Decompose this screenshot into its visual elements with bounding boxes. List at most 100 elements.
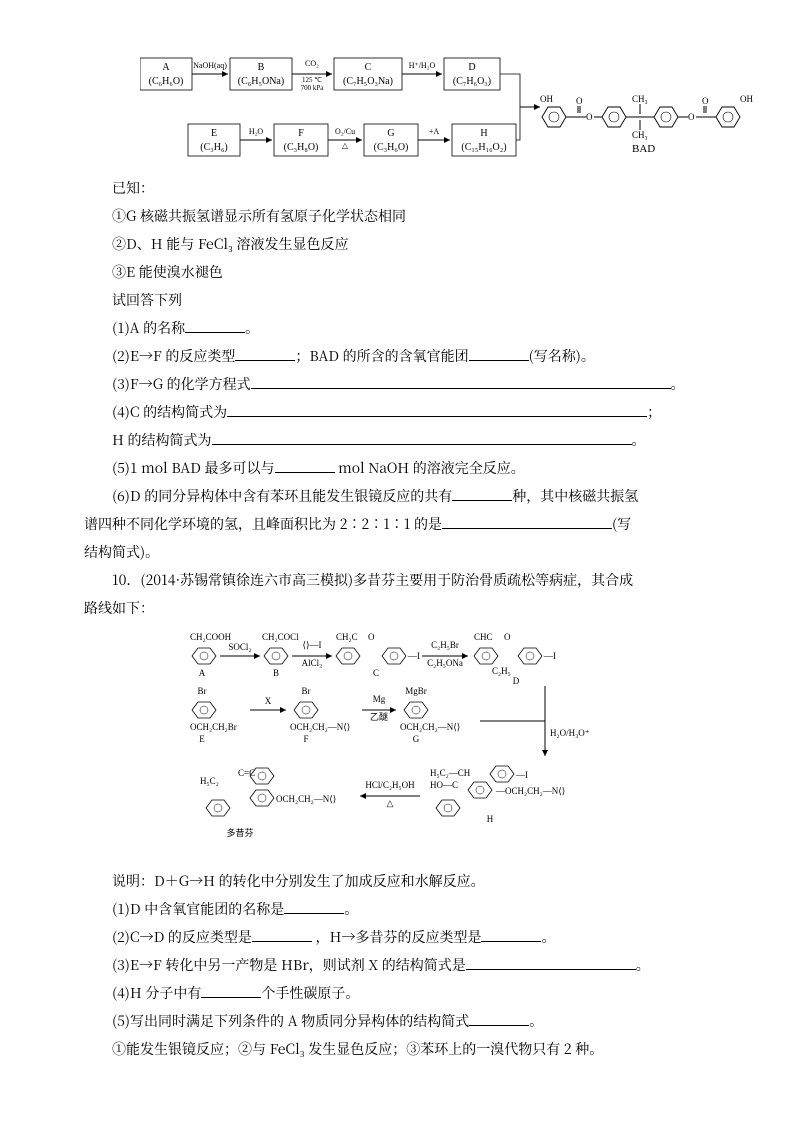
svg-text:CHC: CHC (474, 632, 493, 642)
svg-text:⟨⟩—I: ⟨⟩—I (302, 640, 321, 650)
svg-text:Br: Br (302, 686, 311, 696)
svg-text:CH₂COCl: CH₂COCl (262, 632, 299, 642)
q6-l2: 谱四种不同化学环境的氢，且峰面积比为 2∶2∶1∶1 的是 (写 (84, 510, 716, 538)
q6-l2-post: (写 (612, 514, 631, 534)
conditions: ①能发生银镜反应；②与 FeCl₃ 发生显色反应；③苯环上的一溴代物只有 2 种… (84, 1035, 716, 1063)
svg-text:CH₂C: CH₂C (336, 632, 358, 642)
blank (252, 927, 312, 942)
svg-text:乙醚: 乙醚 (370, 711, 388, 722)
svg-text:—I: —I (407, 651, 420, 661)
blank (481, 927, 541, 942)
svg-text:D: D (513, 676, 520, 686)
q4h: H 的结构简式为 。 (84, 426, 716, 454)
page: A (C₆H₆O) NaOH(aq) B (C₆H₅ONa) CO₂ 125 ℃… (0, 0, 800, 1123)
blank (235, 346, 295, 361)
svg-text:△: △ (342, 141, 349, 150)
svg-text:G: G (413, 734, 420, 744)
svg-text:OH: OH (540, 94, 553, 104)
qq2-pre: (2)C→D 的反应类型是 (112, 927, 252, 947)
note-10: 说明：D＋G→H 的转化中分别发生了加成反应和水解反应。 (84, 867, 716, 895)
qq4-pre: (4)H 分子中有 (112, 983, 201, 1003)
q5-pre: (5)1 mol BAD 最多可以与 (112, 458, 275, 478)
svg-text:O: O (504, 632, 511, 642)
svg-text:△: △ (387, 798, 394, 808)
qq5: (5)写出同时满足下列条件的 A 物质同分异构体的结构简式 。 (84, 1007, 716, 1035)
known-2: ②D、H 能与 FeCl₃ 溶液发生显色反应 (84, 230, 716, 258)
svg-text:C: C (373, 668, 379, 678)
svg-text:CH₂COOH: CH₂COOH (190, 632, 232, 642)
svg-text:OCH₂CH₂—N⟨⟩: OCH₂CH₂—N⟨⟩ (290, 722, 350, 732)
svg-text:B: B (273, 668, 279, 678)
svg-text:E: E (211, 128, 217, 139)
blank (185, 318, 245, 333)
svg-text:(C₇H₅O₃Na): (C₇H₅O₃Na) (343, 76, 393, 87)
svg-text:H: H (487, 814, 494, 824)
svg-text:Br: Br (198, 686, 207, 696)
q1: (1)A 的名称。 (84, 314, 716, 342)
qq1-pre: (1)D 中含氧官能团的名称是 (112, 899, 284, 919)
svg-text:CH₃: CH₃ (632, 130, 648, 140)
qq4: (4)H 分子中有 个手性碳原子。 (84, 979, 716, 1007)
problem-10-line2: 路线如下： (84, 594, 716, 622)
svg-text:SOCl₂: SOCl₂ (228, 642, 251, 652)
q4h-pre: H 的结构简式为 (112, 430, 212, 450)
svg-text:H₅C₂: H₅C₂ (200, 776, 219, 786)
blank (469, 346, 529, 361)
blank (212, 430, 632, 445)
svg-text:—I: —I (543, 651, 556, 661)
known-header: 已知： (84, 174, 716, 202)
svg-text:F: F (298, 128, 304, 139)
svg-text:Mg: Mg (373, 694, 386, 704)
svg-text:OH: OH (740, 94, 753, 104)
blank (284, 899, 344, 914)
q6-l2-pre: 谱四种不同化学环境的氢，且峰面积比为 2∶2∶1∶1 的是 (84, 514, 442, 534)
synthesis-scheme: CH₂COOH A SOCl₂ CH₂COCl B ⟨⟩—I AlCl₃ CH₂… (190, 626, 610, 865)
q2-post: (写名称)。 (529, 346, 595, 366)
svg-text:BAD: BAD (632, 143, 655, 155)
svg-text:HO—C: HO—C (430, 780, 458, 790)
svg-text:O₂/Cu: O₂/Cu (335, 127, 355, 136)
q1-text: (1)A 的名称 (112, 318, 185, 338)
svg-text:MgBr: MgBr (405, 686, 427, 696)
q6-l1: (6)D 的同分异构体中含有苯环且能发生银镜反应的共有 种，其中核磁共振氢 (84, 482, 716, 510)
svg-text:(C₃H₆O): (C₃H₆O) (374, 142, 409, 153)
svg-text:(C₇H₆O₃): (C₇H₆O₃) (453, 76, 491, 87)
svg-text:H: H (480, 128, 487, 139)
blank (251, 374, 671, 389)
q3-pre: (3)F→G 的化学方程式 (112, 374, 251, 394)
svg-text:F: F (303, 734, 308, 744)
qq5-pre: (5)写出同时满足下列条件的 A 物质同分异构体的结构简式 (112, 1011, 469, 1031)
svg-text:(C₆H₆O): (C₆H₆O) (149, 76, 184, 87)
qq4-post: 个手性碳原子。 (261, 983, 359, 1003)
svg-text:—I: —I (515, 770, 528, 780)
svg-text:OCH₂CH₂Br: OCH₂CH₂Br (190, 722, 237, 732)
q4h-post: 。 (632, 430, 646, 450)
svg-text:(C₁₅H₁₆O₂): (C₁₅H₁₆O₂) (461, 142, 506, 153)
svg-text:D: D (468, 62, 475, 73)
q4c-post: ； (647, 402, 661, 422)
svg-text:(C₃H₆): (C₃H₆) (200, 142, 228, 153)
q2: (2)E→F 的反应类型；BAD 的所含的含氧官能团(写名称)。 (84, 342, 716, 370)
svg-text:+A: +A (429, 127, 440, 136)
svg-text:OCH₂CH₂—N⟨⟩: OCH₂CH₂—N⟨⟩ (400, 722, 460, 732)
blank (201, 983, 261, 998)
svg-text:G: G (387, 128, 394, 139)
problem-10-line1: 10．(2014·苏锡常镇徐连六市高三模拟)多昔芬主要用于防治骨质疏松等病症，其… (84, 566, 716, 594)
q3-post: 。 (671, 374, 685, 394)
svg-text:O: O (688, 112, 695, 122)
svg-text:O: O (368, 632, 375, 642)
svg-text:H₂O/H₃O⁺: H₂O/H₃O⁺ (550, 728, 590, 738)
blank (227, 402, 647, 417)
q6-mid: 种，其中核磁共振氢 (512, 486, 638, 506)
svg-text:OCH₂CH₂—N⟨⟩: OCH₂CH₂—N⟨⟩ (276, 794, 336, 804)
svg-text:A: A (199, 668, 206, 678)
q2-pre: (2)E→F 的反应类型 (112, 346, 235, 366)
svg-text:NaOH(aq): NaOH(aq) (193, 61, 227, 70)
svg-text:B: B (258, 62, 265, 73)
qq5-post: 。 (529, 1011, 543, 1031)
q6-l3: 结构简式)。 (84, 538, 716, 566)
svg-text:C₂H₅ONa: C₂H₅ONa (427, 658, 463, 668)
q6-pre: (6)D 的同分异构体中含有苯环且能发生银镜反应的共有 (112, 486, 452, 506)
q5-post: mol NaOH 的溶液完全反应。 (335, 458, 525, 478)
svg-text:O: O (586, 112, 593, 122)
